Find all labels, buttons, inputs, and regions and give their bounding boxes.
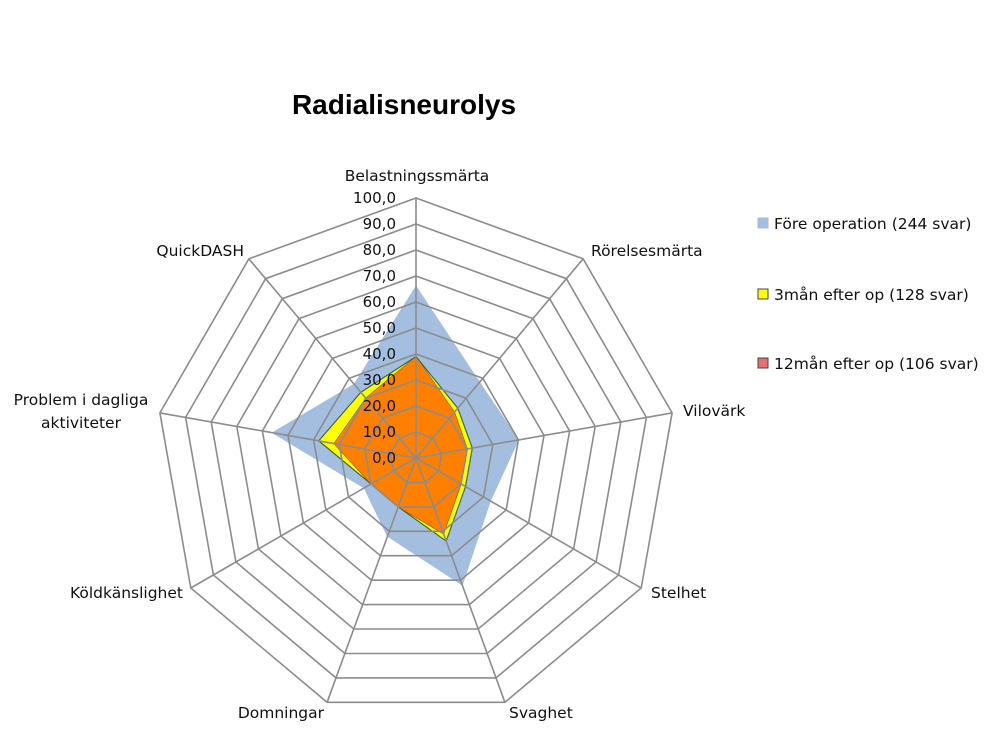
grid-ring (184, 223, 648, 679)
grid-ring (363, 405, 469, 508)
legend-swatch (757, 217, 769, 229)
tick-label: 70,0 (363, 267, 396, 285)
grid-ring (287, 327, 545, 582)
tick-label: 100,0 (353, 189, 396, 207)
grid-spoke (415, 457, 506, 703)
grid-ring (338, 379, 494, 533)
legend-swatch (757, 288, 769, 300)
tick-label: 80,0 (363, 241, 396, 259)
tick-labels: 0,0 10,0 20,0 30,0 40,0 50,0 60,0 70,0 80,0 90,0 1… (353, 189, 396, 467)
grid-spoke (159, 412, 417, 459)
tick-label: 0,0 (372, 449, 396, 467)
grid-spoke (190, 457, 417, 589)
grid-spoke (248, 258, 417, 459)
grid-ring (210, 249, 622, 655)
axis-label: Rörelsesmärta (591, 242, 703, 260)
legend-label: 12mån efter op (106 svar) (774, 355, 979, 373)
grid-ring (389, 431, 443, 484)
axis-label: Svaghet (509, 704, 573, 722)
grid-ring (235, 275, 597, 630)
tick-label: 10,0 (363, 423, 396, 441)
axis-label: Stelhet (651, 584, 706, 602)
tick-label: 30,0 (363, 371, 396, 389)
legend-label: 3mån efter op (128 svar) (774, 286, 969, 304)
axis-label: QuickDASH (156, 242, 244, 260)
grid-spoke (415, 457, 642, 589)
axis-labels: Belastningssmärta Rörelsesmärta Vilovärk St… (14, 167, 746, 722)
axis-label: Vilovärk (683, 402, 745, 420)
tick-label: 50,0 (363, 319, 396, 337)
grid-spoke (415, 412, 673, 459)
axis-label: Problem i dagliga aktiviteter (14, 391, 149, 432)
legend-label: Före operation (244 svar) (774, 215, 971, 233)
axis-label: Köldkänslighet (70, 584, 183, 602)
legend-swatch (757, 357, 769, 369)
grid-spoke (326, 457, 417, 703)
tick-label: 60,0 (363, 293, 396, 311)
series-3man-outline (317, 355, 473, 542)
grid-ring (159, 197, 673, 704)
grid-ring (261, 301, 571, 606)
series-layer (271, 285, 519, 586)
chart-title: Radialisneurolys (292, 89, 516, 120)
tick-label: 20,0 (363, 397, 396, 415)
axis-label: Domningar (238, 704, 325, 722)
tick-label: 40,0 (363, 345, 396, 363)
radar-grid (159, 197, 673, 704)
legend: Före operation (244 svar) 3mån efter op (… (757, 215, 979, 373)
tick-label: 90,0 (363, 215, 396, 233)
grid-spoke (415, 258, 584, 459)
axis-label: Belastningssmärta (345, 167, 490, 185)
grid-ring (312, 353, 520, 557)
